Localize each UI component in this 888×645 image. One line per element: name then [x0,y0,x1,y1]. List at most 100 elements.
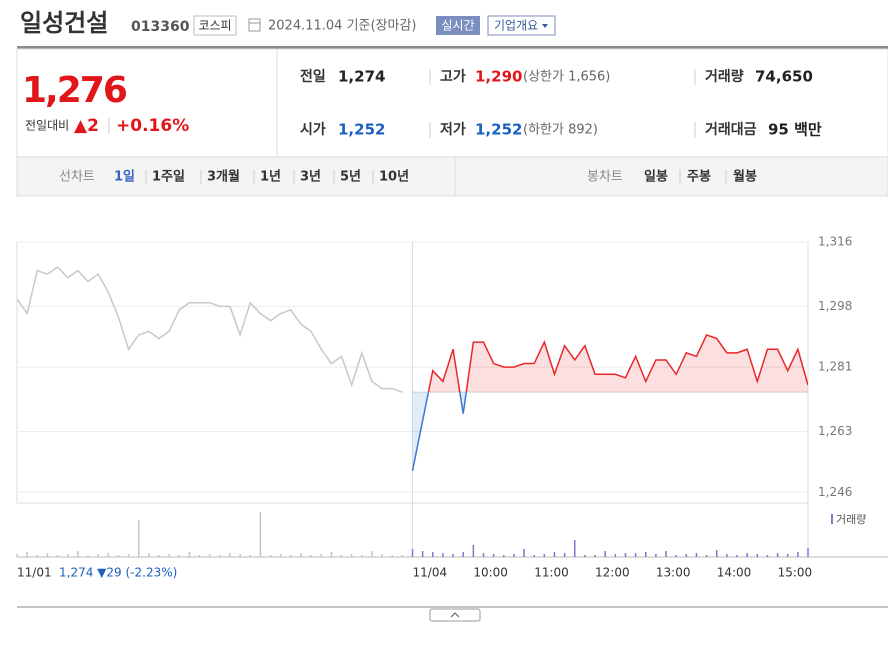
y-tick-label: 1,263 [818,424,852,438]
volume-bar [300,553,302,557]
volume-bar [77,551,79,557]
volume-bar [644,552,647,557]
volume-bar [462,552,464,557]
stat-value: 1,252 [338,121,385,139]
period-tab[interactable]: 3년 [300,170,321,185]
date: 2024.11.04 기준(장마감) [268,19,417,34]
x-tick-label: 11/04 [413,566,448,580]
volume-bar [391,555,393,557]
stat-note: (하한가 892) [523,123,598,138]
volume-bar [482,553,485,557]
volume-bar [158,555,160,557]
stat-label: 고가 [440,69,466,85]
volume-bar [16,554,18,557]
volume-bar [229,553,231,557]
stat-label: 저가 [440,122,466,138]
volume-bar [320,554,322,557]
volume-bar [746,553,748,557]
volume-bar [330,552,333,557]
stock-name: 일성건설 [20,9,108,37]
volume-bar [523,549,525,557]
volume-bar [715,550,718,557]
volume-bar [553,552,556,557]
volume-bar [168,554,170,557]
company-label[interactable]: 기업개요 [494,19,538,33]
volume-bar [361,555,363,557]
realtime-label[interactable]: 실시간 [441,19,474,33]
stat-value: 1,290 [475,68,522,86]
volume-bar [137,520,140,557]
market-badge [193,15,237,36]
volume-bar [219,555,221,557]
volume-bar [127,554,130,557]
volume-bar [350,554,353,557]
realtime-button[interactable] [436,16,480,35]
price-line-up [427,334,808,393]
price: 1,276 [22,70,127,111]
period-tab[interactable]: 5년 [340,170,361,185]
change: ▲2 [74,116,99,136]
header-rule [17,46,888,49]
volume-bar [685,554,688,557]
x-tick-label: 15:00 [778,566,813,580]
candle-tab[interactable]: 일봉 [644,170,668,185]
volume-bar [614,554,617,557]
volume-bar [87,555,89,557]
volume-bar [421,551,424,557]
period-tab[interactable]: 1주일 [152,170,185,185]
stat-value: 95 백만 [768,121,822,139]
volume-bar [239,554,241,557]
volume-bar [371,551,373,557]
volume-bar [401,555,404,557]
period-tab[interactable]: 10년 [379,170,409,185]
volume-bar [675,555,677,557]
x-tick-label: 14:00 [717,566,752,580]
stat-note: (상한가 1,656) [523,70,610,85]
candle-tab[interactable]: 월봉 [733,169,757,185]
volume-bar [66,554,69,557]
volume-bar [705,555,708,557]
change-label: 전일대비 [25,119,69,133]
legend-label: 거래량 [836,513,866,526]
volume-bar [340,555,343,557]
y-tick-label: 1,246 [818,485,852,499]
price-line [16,266,403,393]
stat-value: 1,274 [338,68,385,86]
candle-tab[interactable]: 주봉 [687,170,711,185]
stat-label: 전일 [300,68,326,85]
volume-bar [279,554,282,557]
collapse-button[interactable] [429,608,481,622]
stat-label: 시가 [300,122,326,138]
x-tick-label: 11/01 [17,566,52,580]
volume-bar [472,545,475,557]
volume-bar [36,555,39,557]
period-tab[interactable]: 3개월 [207,169,240,185]
period-tab[interactable]: 1년 [260,170,281,185]
volume-bar [543,554,546,557]
company-button[interactable] [487,15,556,36]
volume-bar [574,540,576,557]
stats-box [276,48,888,158]
stat-value: 1,252 [475,121,522,139]
volume-bar [188,552,191,557]
volume-bar [594,555,596,557]
market: 코스피 [198,19,231,33]
volume-bar [198,555,201,557]
volume-bar [107,553,110,557]
volume-bar [269,555,272,557]
volume-bar [604,551,606,557]
legend-swatch [831,514,833,524]
calendar-icon [248,18,261,32]
volume-bar [452,554,454,557]
volume-bar [513,554,515,557]
change-rate: +0.16% [116,116,189,136]
tab-bar [16,156,888,197]
area-up [412,334,808,393]
x-tick-label: 10:00 [473,566,508,580]
volume-bar [563,553,566,557]
volume-bar [797,552,799,557]
volume-bar [208,554,211,557]
x-tick-label: 12:00 [595,566,630,580]
period-tab[interactable]: 1일 [114,170,135,185]
dropdown-icon [542,24,548,28]
